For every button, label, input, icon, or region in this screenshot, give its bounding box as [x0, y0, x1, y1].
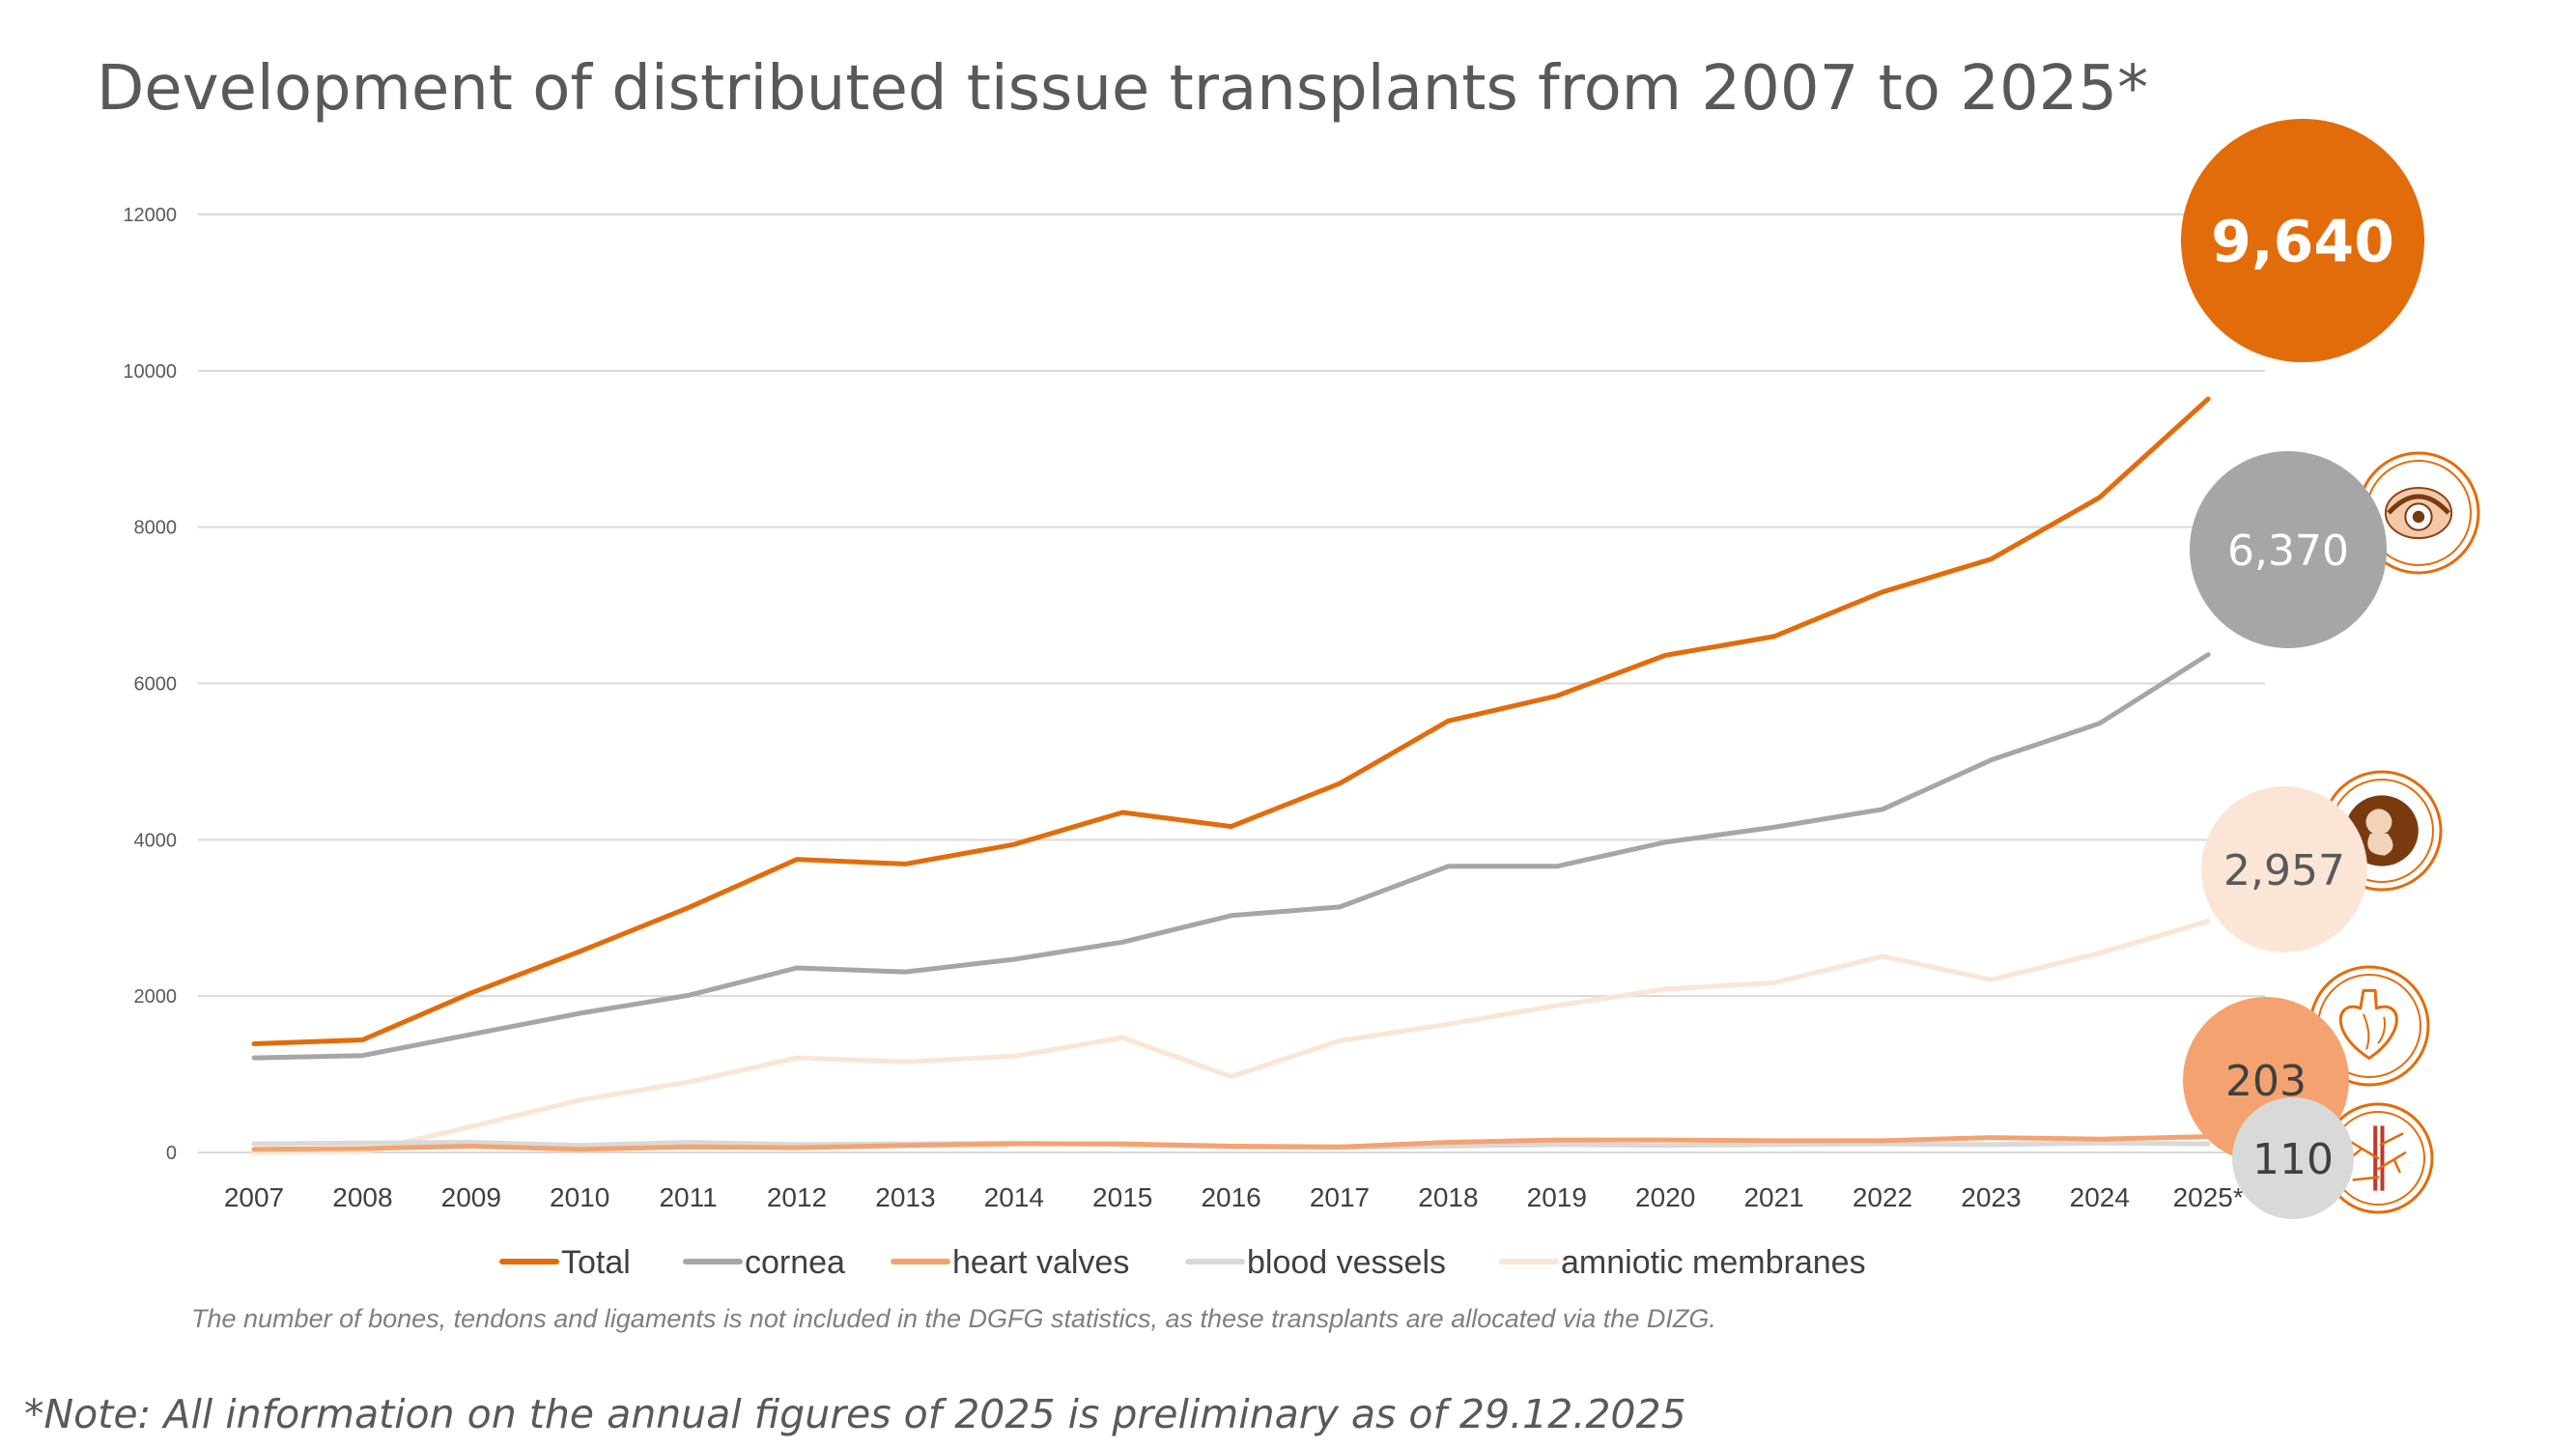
x-tick-label: 2023 — [1961, 1182, 2021, 1212]
preliminary-note: *Note: All information on the annual fig… — [24, 1391, 1686, 1437]
legend-label-total: Total — [561, 1244, 631, 1281]
y-tick-label: 8000 — [134, 518, 178, 539]
badge-cornea — [2190, 451, 2387, 648]
y-tick-label: 4000 — [134, 830, 178, 851]
series-lines — [251, 396, 2211, 1155]
y-tick-label: 6000 — [134, 674, 178, 696]
badge-amniotic-membranes — [2201, 786, 2367, 952]
x-tick-label: 2025* — [2173, 1182, 2244, 1212]
y-tick-label: 12000 — [123, 205, 177, 226]
x-tick-label: 2016 — [1201, 1182, 1260, 1212]
x-tick-label: 2021 — [1743, 1182, 1803, 1212]
x-tick-label: 2018 — [1418, 1182, 1478, 1212]
x-tick-label: 2012 — [767, 1182, 827, 1212]
x-tick-label: 2007 — [224, 1182, 284, 1212]
series-line-cornea — [251, 652, 2211, 1061]
y-tick-label: 2000 — [134, 986, 178, 1008]
x-tick-label: 2019 — [1527, 1182, 1587, 1212]
legend-label-cornea: cornea — [745, 1244, 845, 1281]
x-tick-label: 2015 — [1092, 1182, 1152, 1212]
legend-label-heart-valves: heart valves — [952, 1244, 1129, 1281]
x-tick-label: 2014 — [984, 1182, 1044, 1212]
y-tick-label: 10000 — [123, 361, 177, 383]
x-tick-label: 2022 — [1853, 1182, 1912, 1212]
x-tick-label: 2010 — [550, 1182, 609, 1212]
legend-label-amniotic-membranes: amniotic membranes — [1561, 1244, 1866, 1281]
y-axis: 0 2000 4000 6000 8000 10000 12000 — [123, 205, 177, 1164]
badge-total — [2181, 119, 2424, 362]
page-title: Development of distributed tissue transp… — [97, 53, 2149, 125]
x-tick-label: 2017 — [1310, 1182, 1370, 1212]
badge-value-cornea: 6,370 — [2227, 526, 2349, 576]
badge-value-total: 9,640 — [2211, 209, 2394, 276]
x-tick-label: 2009 — [441, 1182, 501, 1212]
x-tick-label: 2020 — [1635, 1182, 1695, 1212]
legend: Total cornea heart valves blood vessels amni… — [499, 1244, 1866, 1281]
footnote: The number of bones, tendons and ligamen… — [191, 1304, 1716, 1333]
badge-blood-vessels — [2232, 1097, 2354, 1219]
y-tick-label: 0 — [166, 1143, 177, 1164]
x-tick-label: 2008 — [332, 1182, 392, 1212]
x-tick-label: 2013 — [875, 1182, 935, 1212]
series-line-total — [251, 396, 2211, 1046]
badge-value-blood-vessels: 110 — [2252, 1135, 2334, 1184]
series-line-amniotic-membranes — [251, 919, 2211, 1155]
gridlines — [198, 213, 2265, 1153]
x-axis: 2007 2008 2009 2010 2011 2012 2013 2014 2015 2016… — [224, 1182, 2244, 1212]
series-line-heart-valves — [251, 1134, 2211, 1152]
x-tick-label: 2024 — [2070, 1182, 2130, 1212]
x-tick-label: 2011 — [659, 1182, 717, 1212]
badge-value-amniotic-membranes: 2,957 — [2223, 846, 2345, 895]
legend-label-blood-vessels: blood vessels — [1247, 1244, 1446, 1281]
